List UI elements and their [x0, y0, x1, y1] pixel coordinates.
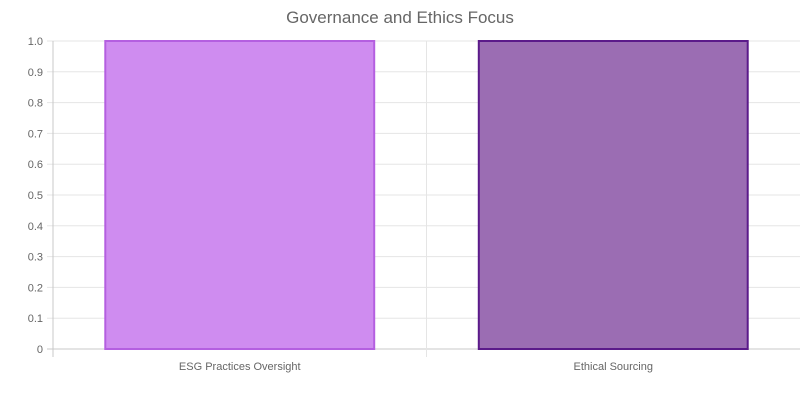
x-tick-label: ESG Practices Oversight: [179, 361, 301, 373]
y-tick-label: 0.9: [28, 67, 43, 79]
y-tick-label: 0.3: [28, 252, 43, 264]
bar-layer: [104, 40, 749, 350]
y-tick-label: 0.4: [28, 221, 43, 233]
y-tick-label: 0.8: [28, 98, 43, 110]
chart-title: Governance and Ethics Focus: [286, 8, 514, 27]
y-tick-label: 1.0: [28, 36, 43, 48]
x-tick-label: Ethical Sourcing: [574, 361, 654, 373]
y-tick-label: 0.1: [28, 313, 43, 325]
y-tick-label: 0.7: [28, 128, 43, 140]
y-tick-label: 0.5: [28, 190, 43, 202]
y-tick-label: 0.6: [28, 159, 43, 171]
y-tick-label: 0.2: [28, 282, 43, 294]
bar[interactable]: [477, 40, 749, 350]
bar[interactable]: [104, 40, 376, 350]
y-tick-label: 0: [37, 344, 43, 356]
axis-layer: 0 0.1 0.2 0.3 0.4 0.5 0.6 0.7 0.8 0.9 1.0 ESG Pract…: [28, 36, 653, 373]
